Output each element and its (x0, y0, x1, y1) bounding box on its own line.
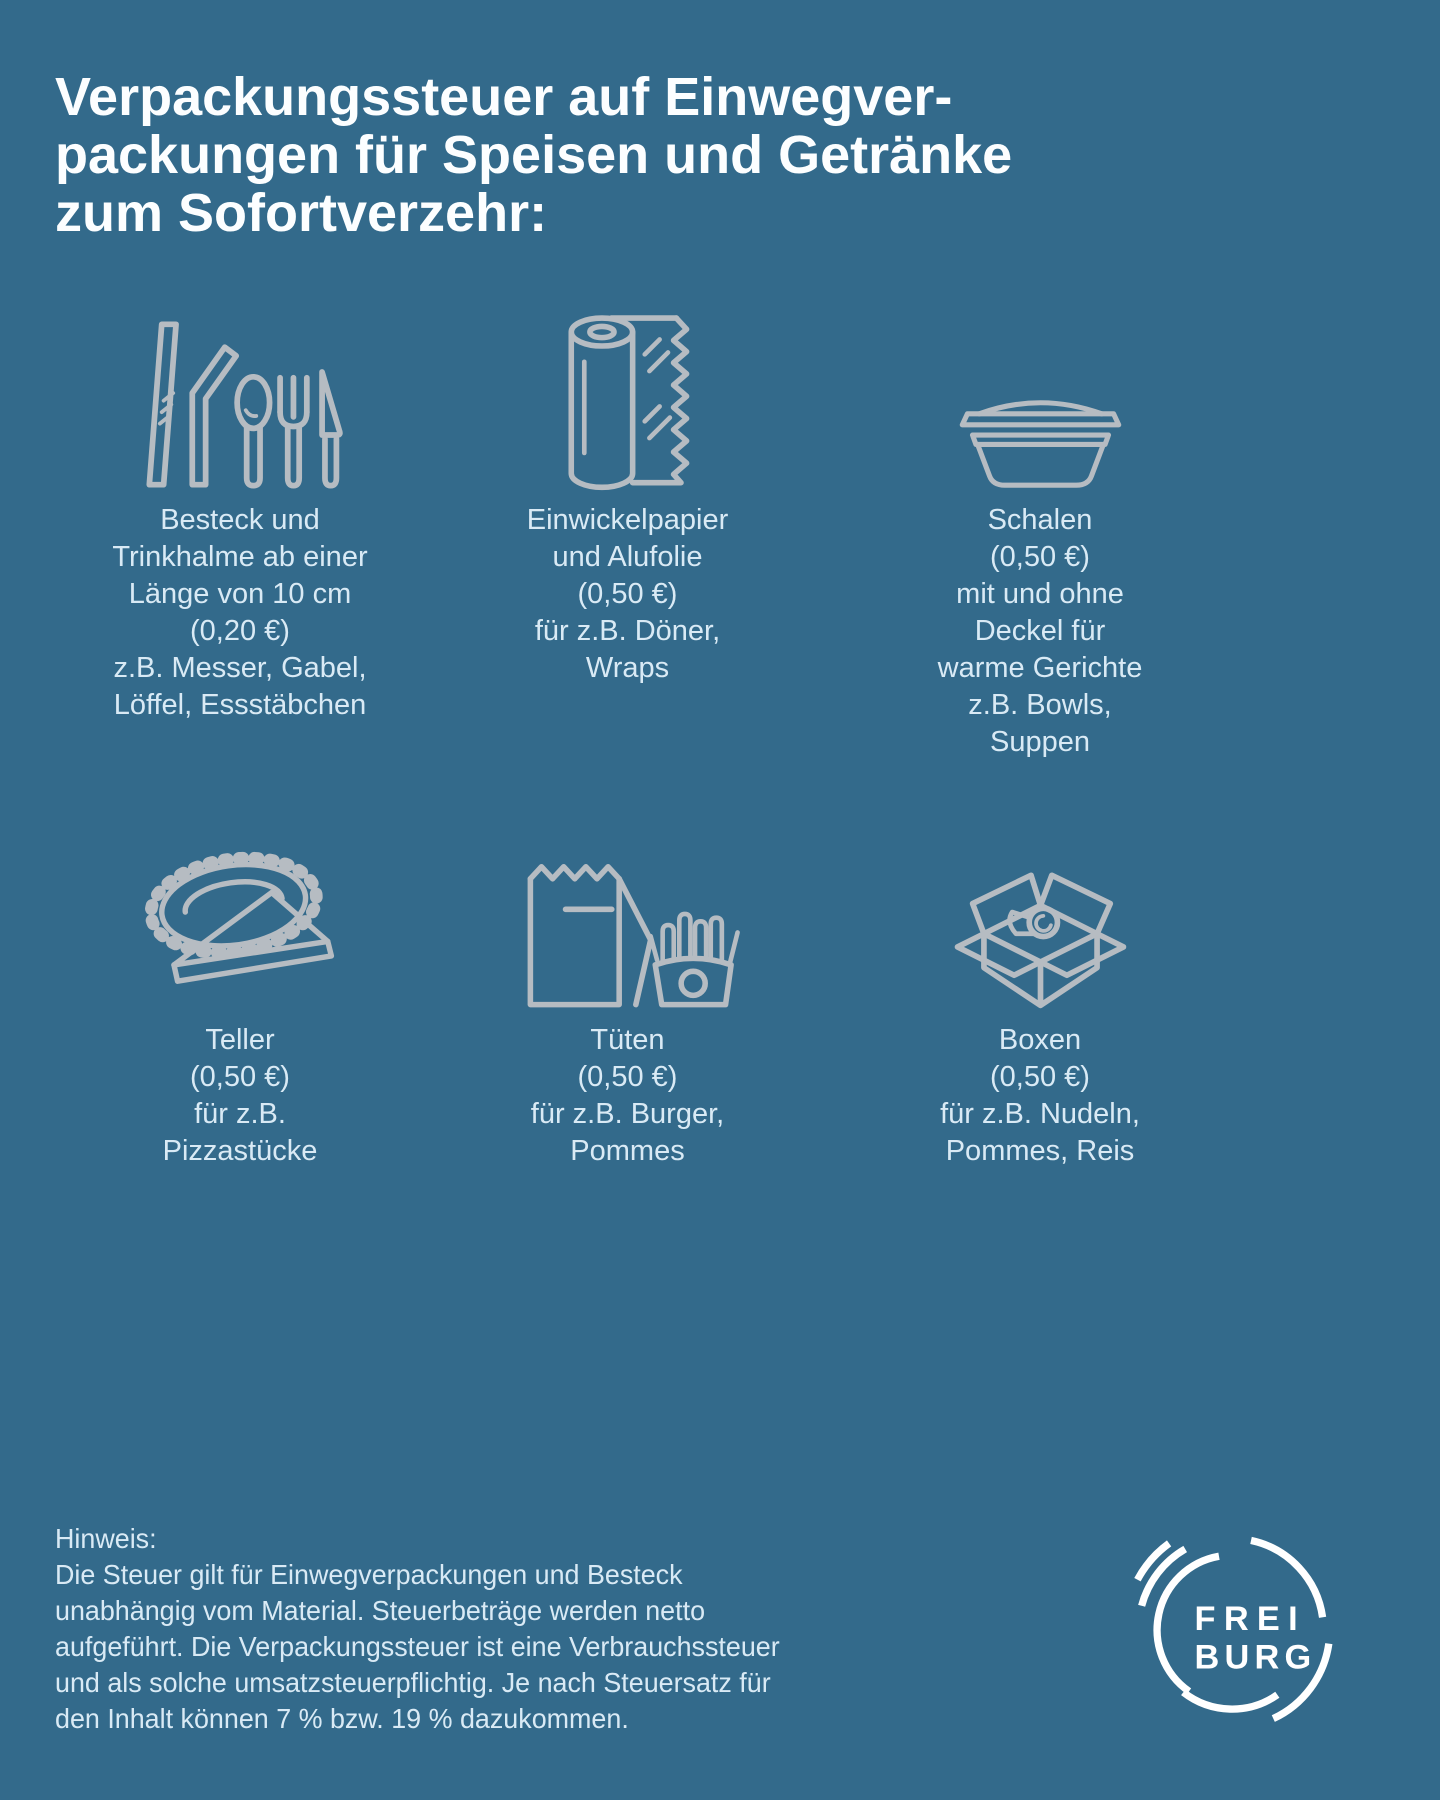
tax-item-besteck: Besteck und Trinkhalme ab einer Länge vo… (60, 302, 420, 724)
tax-item-caption: Einwickelpapier und Alufolie (0,50 €) fü… (526, 504, 729, 684)
logo-text-frei: FREI (1195, 1600, 1306, 1638)
freiburg-logo: FREI BURG (1128, 1526, 1336, 1734)
tax-item-schalen: Schalen (0,50 €) mit und ohne Deckel für… (855, 302, 1225, 761)
tax-item-teller: Teller (0,50 €) für z.B. Pizzastücke (60, 822, 420, 1170)
bag-fries-icon (505, 822, 750, 1012)
logo-arcs (1134, 1536, 1333, 1722)
tax-item-caption: Tüten (0,50 €) für z.B. Burger, Pommes (530, 1024, 725, 1167)
logo-text-burg: BURG (1195, 1638, 1317, 1676)
page-title: Verpackungssteuer auf Einwegver- packung… (55, 67, 1013, 243)
cutlery-straws-icon (135, 302, 345, 492)
tax-item-einwickelpapier: Einwickelpapier und Alufolie (0,50 €) fü… (440, 302, 815, 687)
tax-item-boxen: Boxen (0,50 €) für z.B. Nudeln, Pommes, … (855, 822, 1225, 1170)
tax-item-tueten: Tüten (0,50 €) für z.B. Burger, Pommes (440, 822, 815, 1170)
tax-item-caption: Teller (0,50 €) für z.B. Pizzastücke (162, 1024, 318, 1167)
open-box-icon (943, 822, 1138, 1012)
plate-slice-icon (120, 822, 360, 1012)
tax-item-caption: Boxen (0,50 €) für z.B. Nudeln, Pommes, … (940, 1024, 1140, 1167)
tax-item-caption: Schalen (0,50 €) mit und ohne Deckel für… (937, 504, 1143, 758)
tax-item-caption: Besteck und Trinkhalme ab einer Länge vo… (112, 504, 368, 721)
bowl-lid-icon (938, 302, 1143, 492)
foil-roll-icon (553, 302, 703, 492)
footer-note: Hinweis: Die Steuer gilt für Einwegverpa… (55, 1523, 780, 1734)
